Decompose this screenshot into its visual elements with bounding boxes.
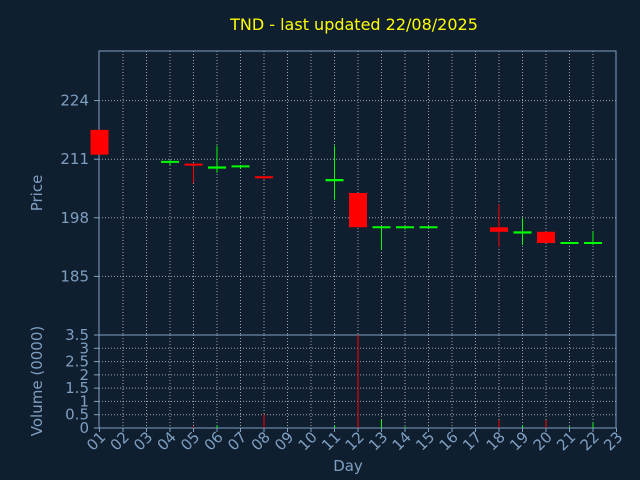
volume-y-tick-label: 2.5 (65, 353, 89, 371)
price-y-ticks: 224 211 198 185 (60, 92, 99, 285)
x-tick-label: 15 (412, 428, 438, 454)
x-tick-label: 10 (295, 428, 321, 454)
candle-body (513, 231, 532, 234)
x-tick-label: 18 (483, 428, 509, 454)
price-y-tick-label: 185 (60, 267, 89, 285)
candle-body (349, 193, 367, 228)
x-tick-label: 23 (600, 428, 626, 454)
volume-y-tick-label: 1.5 (65, 379, 89, 397)
volume-panel: 00.511.522.533.5 Volume (0000) (28, 326, 617, 437)
candle-body (537, 231, 555, 244)
x-tick-label: 17 (459, 428, 485, 454)
candle-body (490, 227, 508, 232)
x-axis-label: Day (333, 457, 363, 475)
x-tick-label: 07 (224, 428, 250, 454)
x-tick-label: 11 (318, 428, 344, 454)
x-tick-label: 14 (389, 428, 415, 454)
candle-body (208, 166, 226, 169)
volume-y-tick-label: 3 (79, 339, 89, 357)
x-tick-label: 12 (342, 428, 368, 454)
price-axis-label: Price (28, 175, 46, 212)
volume-axis-label: Volume (0000) (28, 326, 46, 436)
x-tick-label: 04 (154, 428, 180, 454)
volume-y-tick-label: 0 (79, 419, 89, 437)
candle-body (90, 129, 109, 155)
volume-y-tick-label: 3.5 (65, 326, 89, 344)
price-panel: 224 211 198 185 Price (28, 50, 617, 336)
x-tick-label: 05 (177, 428, 203, 454)
volume-y-tick-label: 0.5 (65, 406, 89, 424)
x-tick-label: 21 (553, 428, 579, 454)
x-tick-label: 22 (577, 428, 603, 454)
price-y-tick-label: 211 (60, 150, 89, 168)
x-tick-label: 19 (506, 428, 532, 454)
x-tick-label: 16 (436, 428, 462, 454)
x-tick-label: 03 (130, 428, 156, 454)
x-axis-ticks: 0102030405060708091011121314151617181920… (83, 428, 626, 454)
chart-title: TND - last updated 22/08/2025 (229, 15, 478, 34)
volume-y-tick-label: 1 (79, 392, 89, 410)
price-candles (90, 129, 602, 250)
price-y-tick-label: 198 (60, 209, 89, 227)
volume-y-ticks: 00.511.522.533.5 (65, 326, 99, 437)
price-y-tick-label: 224 (60, 92, 89, 110)
volume-bars (193, 335, 594, 428)
x-tick-label: 13 (365, 428, 391, 454)
volume-y-tick-label: 2 (79, 366, 89, 384)
x-tick-label: 02 (107, 428, 133, 454)
x-tick-label: 20 (530, 428, 556, 454)
x-tick-label: 08 (248, 428, 274, 454)
x-tick-label: 06 (201, 428, 227, 454)
candle-body (325, 179, 344, 182)
x-tick-label: 09 (271, 428, 297, 454)
